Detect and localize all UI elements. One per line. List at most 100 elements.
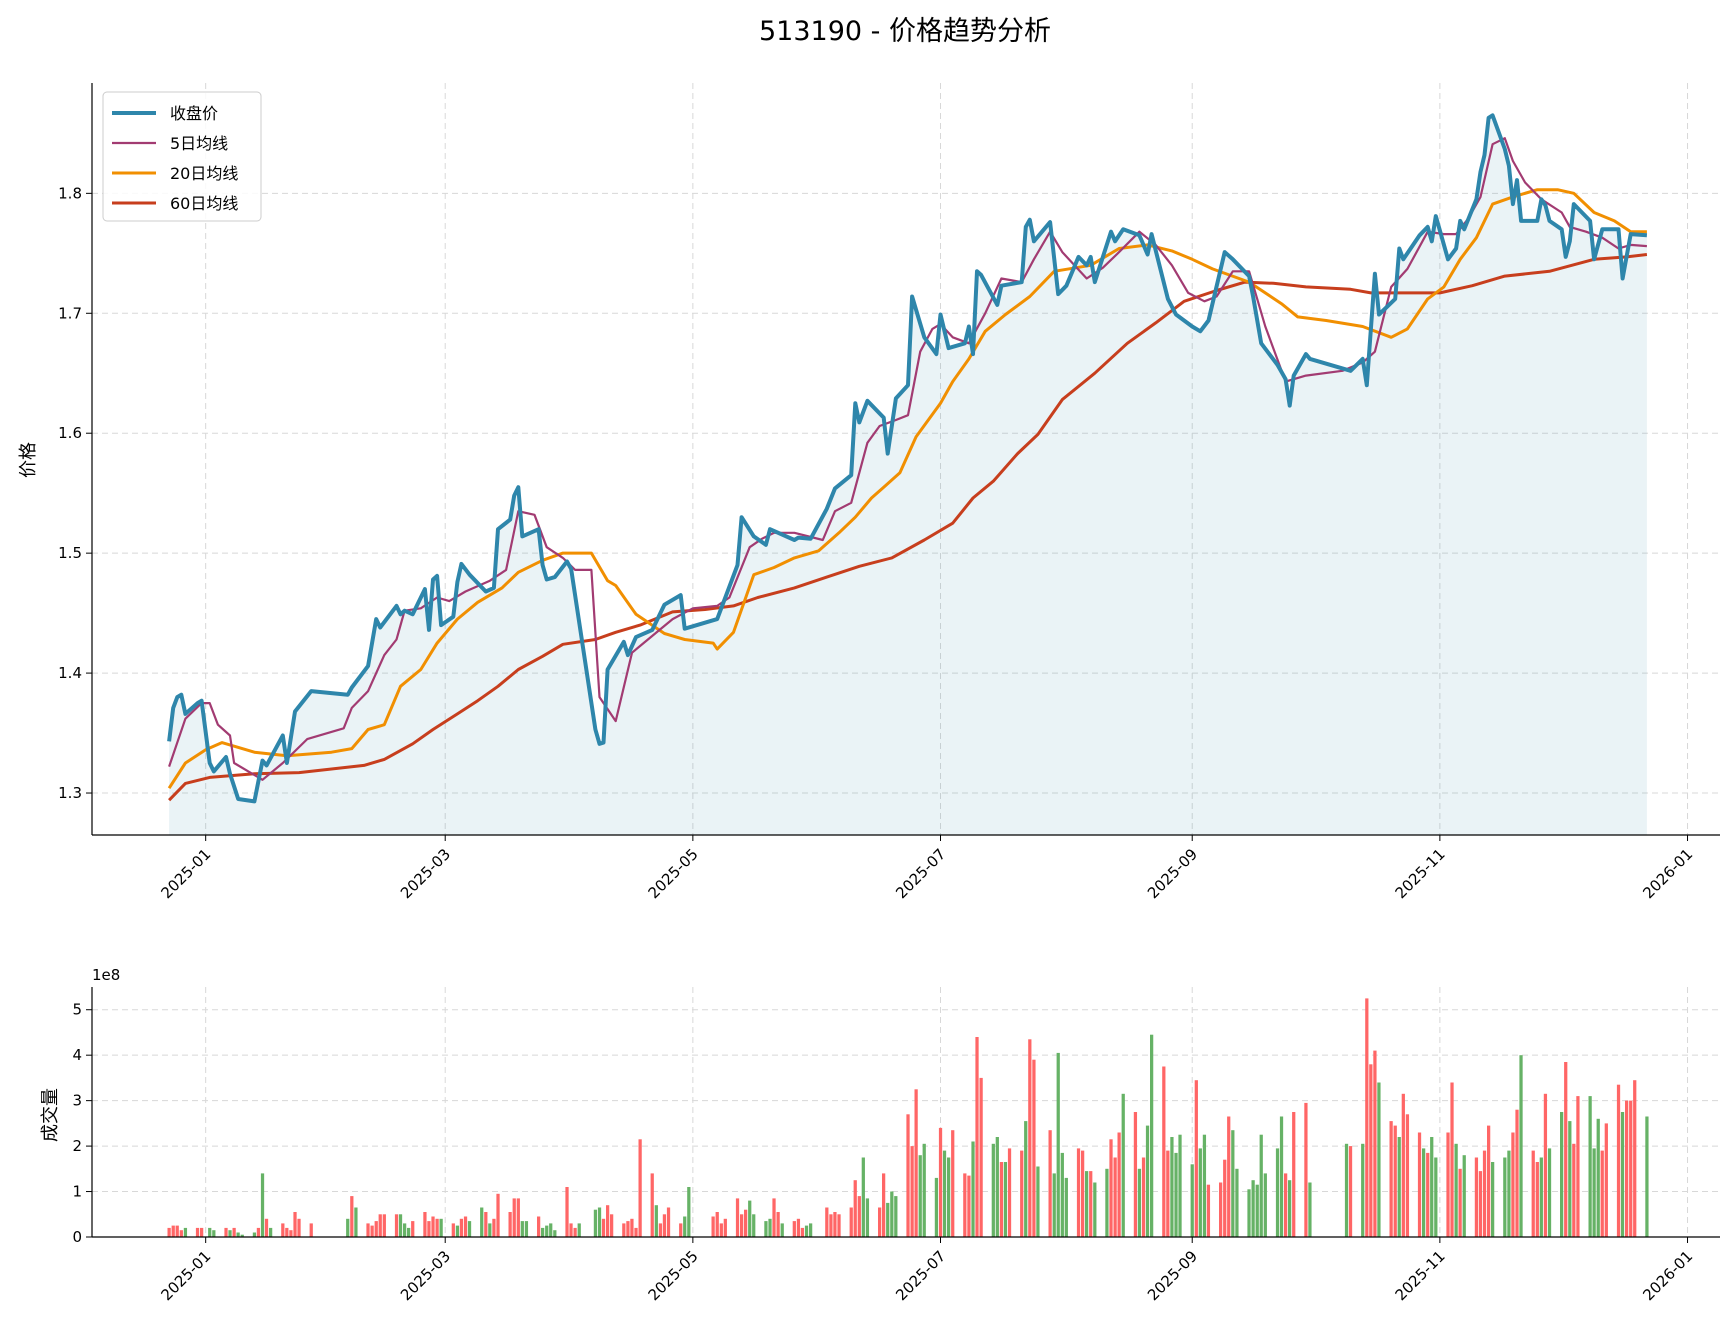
volume-bar xyxy=(1259,1134,1263,1237)
volume-bar xyxy=(853,1180,857,1237)
legend: 收盘价 5日均线 20日均线 60日均线 xyxy=(102,91,262,222)
volume-bar xyxy=(650,1173,654,1237)
volume-bar xyxy=(1060,1152,1064,1237)
volume-bar xyxy=(1507,1150,1511,1237)
volume-bar xyxy=(638,1139,642,1237)
volume-bar xyxy=(1393,1125,1397,1237)
volume-bar xyxy=(1223,1159,1227,1237)
volume-bar xyxy=(800,1227,805,1237)
volume-bar xyxy=(942,1150,947,1237)
legend-label: 60日均线 xyxy=(170,194,238,213)
volume-bar xyxy=(1137,1168,1142,1237)
volume-bar xyxy=(991,1143,995,1237)
volume-bar xyxy=(459,1218,464,1237)
volume-bar xyxy=(922,1143,926,1237)
volume-bar xyxy=(979,1077,983,1237)
volume-bar xyxy=(878,1207,882,1237)
volume-bar xyxy=(577,1223,581,1237)
volume-bar xyxy=(264,1218,269,1237)
volume-bar xyxy=(1178,1134,1182,1237)
volume-bar xyxy=(1588,1096,1592,1237)
volume-bar xyxy=(719,1223,723,1237)
volume-bar xyxy=(524,1221,529,1237)
volume-bar xyxy=(1417,1132,1422,1237)
volume-bar xyxy=(1458,1168,1462,1237)
volume-y-axis-label: 成交量 xyxy=(40,1088,61,1142)
volume-bar xyxy=(573,1227,577,1237)
volume-bar xyxy=(1454,1143,1458,1237)
volume-bar xyxy=(232,1227,236,1237)
volume-bar xyxy=(1389,1121,1393,1237)
volume-bar xyxy=(715,1212,719,1237)
volume-bar xyxy=(1028,1039,1032,1237)
volume-bar xyxy=(1308,1182,1312,1237)
volume-bar xyxy=(394,1214,399,1237)
volume-bar xyxy=(451,1223,455,1237)
price-axes: 2025-01 2025-03 2025-05 2025-07 2025-09 2025-… xyxy=(18,83,1720,902)
price-y-tick-label: 1.5 xyxy=(58,544,82,562)
volume-y-tick-label: 4 xyxy=(72,1046,82,1064)
volume-bar xyxy=(1405,1114,1410,1237)
volume-bar xyxy=(1369,1064,1373,1237)
volume-bar xyxy=(427,1221,431,1237)
volume-bar xyxy=(484,1212,488,1237)
price-lines xyxy=(167,113,1648,804)
legend-label: 收盘价 xyxy=(170,104,218,123)
volume-bar xyxy=(890,1191,894,1237)
volume-bar xyxy=(1085,1171,1089,1237)
volume-bar xyxy=(634,1227,638,1237)
volume-bar xyxy=(1625,1100,1629,1237)
volume-bar xyxy=(1024,1121,1028,1237)
volume-bar xyxy=(1491,1162,1495,1237)
volume-bar xyxy=(654,1205,658,1237)
volume-bar xyxy=(1539,1157,1543,1237)
volume-bar xyxy=(1150,1034,1154,1237)
volume-bar xyxy=(606,1205,610,1237)
volume-bar xyxy=(711,1216,715,1237)
volume-bar xyxy=(354,1207,358,1237)
volume-bar xyxy=(512,1198,516,1237)
volume-bar xyxy=(999,1162,1004,1237)
volume-bar xyxy=(179,1230,183,1237)
volume-bar xyxy=(281,1223,285,1237)
volume-bar xyxy=(780,1223,784,1237)
volume-bar xyxy=(768,1218,772,1237)
volume-bar xyxy=(285,1227,289,1237)
volume-bar xyxy=(1064,1177,1068,1237)
price-y-tick-label: 1.8 xyxy=(58,184,82,202)
ma5-line xyxy=(168,137,1647,781)
volume-bar xyxy=(467,1221,472,1237)
volume-bar xyxy=(975,1037,979,1237)
volume-y-tick-label: 3 xyxy=(72,1092,82,1110)
volume-bar xyxy=(1133,1112,1138,1237)
volume-bar xyxy=(723,1218,727,1237)
volume-bar xyxy=(792,1221,796,1237)
volume-bar xyxy=(658,1223,663,1237)
volume-bar xyxy=(1003,1162,1008,1237)
volume-bar xyxy=(740,1214,744,1237)
volume-bar xyxy=(1141,1157,1146,1237)
volume-bar xyxy=(1284,1173,1288,1237)
volume-bar xyxy=(431,1216,435,1237)
volume-bar xyxy=(1377,1082,1381,1237)
volume-bar xyxy=(666,1207,671,1237)
volume-bar xyxy=(622,1223,626,1237)
volume-bar xyxy=(1255,1184,1259,1237)
volume-bar xyxy=(995,1137,999,1237)
volume-bar xyxy=(1462,1155,1466,1237)
volume-bar xyxy=(1247,1189,1251,1237)
volume-bar xyxy=(370,1225,374,1237)
volume-bar xyxy=(748,1200,752,1237)
volume-bar xyxy=(1036,1166,1040,1237)
volume-y-tick-label: 2 xyxy=(72,1137,82,1155)
volume-bar xyxy=(1174,1152,1178,1237)
volume-bar xyxy=(910,1146,914,1237)
volume-bar xyxy=(208,1227,212,1237)
volume-bar xyxy=(200,1227,204,1237)
volume-bar xyxy=(1235,1168,1239,1237)
volume-y-tick-label: 0 xyxy=(72,1228,82,1246)
volume-bar xyxy=(1081,1150,1085,1237)
volume-bar xyxy=(934,1177,939,1237)
volume-bar xyxy=(398,1214,403,1237)
volume-bar xyxy=(796,1218,801,1237)
